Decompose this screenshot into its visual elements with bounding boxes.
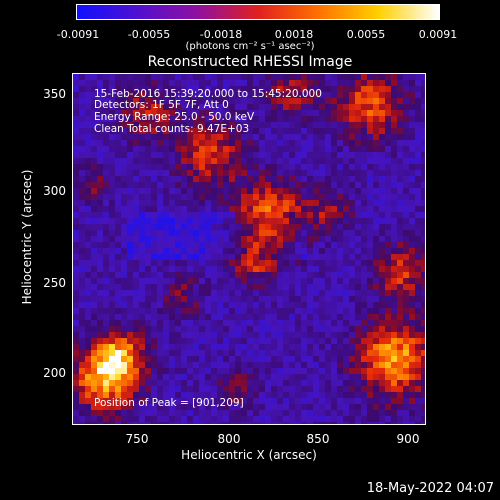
colorbar-tick-label: -0.0018: [199, 28, 243, 41]
time-range-label: 15-Feb-2016 15:39:20.000 to 15:45:20.000: [94, 88, 322, 100]
colorbar-tick-label: -0.0091: [56, 28, 100, 41]
x-axis-label: Heliocentric X (arcsec): [181, 448, 317, 462]
colorbar-tick-label: 0.0055: [346, 28, 386, 41]
energy-range-label: Energy Range: 25.0 - 50.0 keV: [94, 111, 255, 123]
detectors-label: Detectors: 1F 5F 7F, Att 0: [94, 99, 229, 111]
colorbar-units: (photons cm⁻² s⁻¹ asec⁻²): [185, 41, 315, 52]
colorbar-tick-label: 0.0091: [418, 28, 458, 41]
y-tick-label: 250: [43, 276, 66, 290]
clean-counts-label: Clean Total counts: 9.47E+03: [94, 123, 250, 135]
colorbar-tick-label: 0.0018: [274, 28, 314, 41]
y-tick-label: 350: [43, 87, 66, 101]
colorbar: [76, 4, 440, 20]
y-tick-label: 200: [43, 366, 66, 380]
peak-position-label: Position of Peak = [901,209]: [94, 397, 244, 409]
image-plot-area: [72, 73, 426, 425]
image-title: Reconstructed RHESSI Image: [147, 54, 353, 70]
y-tick-label: 300: [43, 184, 66, 198]
heatmap-image: [73, 74, 425, 424]
colorbar-tick-label: -0.0055: [127, 28, 171, 41]
x-tick-label: 750: [125, 432, 149, 446]
y-axis-label: Heliocentric Y (arcsec): [20, 169, 34, 305]
x-tick-label: 800: [217, 432, 241, 446]
timestamp-footer: 18-May-2022 04:07: [366, 481, 494, 496]
x-tick-label: 850: [306, 432, 330, 446]
x-tick-label: 900: [396, 432, 420, 446]
